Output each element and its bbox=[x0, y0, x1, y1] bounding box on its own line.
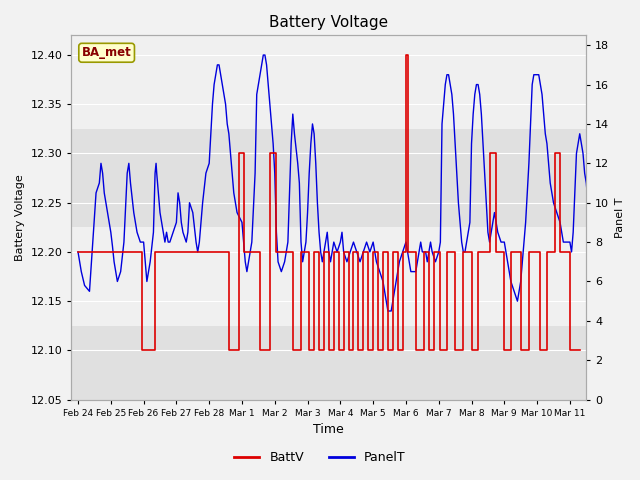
Bar bbox=[72, 326, 586, 400]
X-axis label: Time: Time bbox=[314, 423, 344, 436]
Title: Battery Voltage: Battery Voltage bbox=[269, 15, 388, 30]
Text: BA_met: BA_met bbox=[82, 46, 131, 59]
Bar bbox=[72, 228, 586, 326]
Bar bbox=[72, 30, 586, 129]
Y-axis label: Battery Voltage: Battery Voltage bbox=[15, 174, 25, 261]
Bar bbox=[72, 129, 586, 228]
Y-axis label: Panel T: Panel T bbox=[615, 197, 625, 238]
Legend: BattV, PanelT: BattV, PanelT bbox=[229, 446, 411, 469]
